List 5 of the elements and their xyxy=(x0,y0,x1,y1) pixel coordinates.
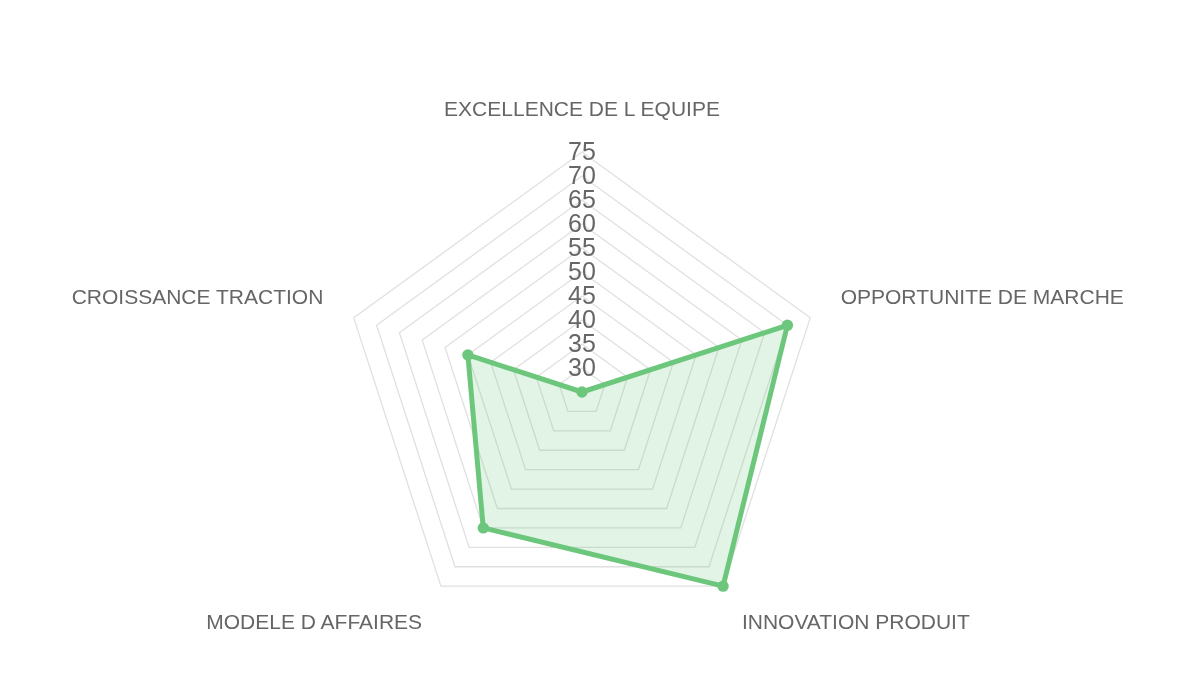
spoke-label: EXCELLENCE DE L EQUIPE xyxy=(444,97,720,120)
spoke-label: INNOVATION PRODUIT xyxy=(741,610,970,634)
spoke-label: OPPORTUNITE DE MARCHE xyxy=(840,284,1124,308)
spoke-label: MODELE D AFFAIRES xyxy=(206,610,423,634)
spoke-label: CROISSANCE TRACTION xyxy=(71,284,324,308)
